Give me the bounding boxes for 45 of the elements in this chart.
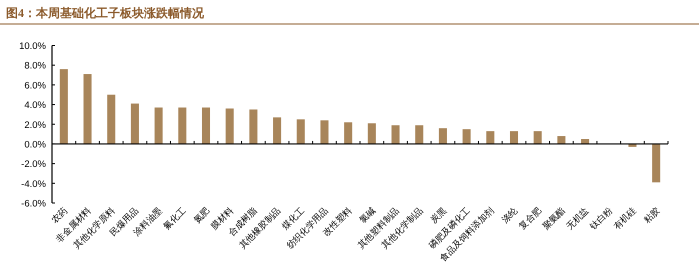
- bar: [486, 131, 494, 144]
- bar: [534, 131, 542, 144]
- x-tick-label: 氯碱: [357, 205, 378, 226]
- y-tick-label: -6.0%: [21, 198, 47, 210]
- bar: [202, 108, 210, 144]
- bar: [273, 117, 282, 144]
- y-tick-label: 4.0%: [24, 100, 47, 112]
- bar: [415, 125, 424, 144]
- y-tick-label: 8.0%: [24, 60, 47, 72]
- bar: [392, 125, 400, 144]
- bar: [510, 131, 518, 144]
- x-tick-label: 有机硅: [612, 205, 638, 232]
- y-tick-label: -2.0%: [21, 159, 47, 170]
- x-tick-label: 氟化工: [162, 205, 188, 232]
- y-tick-label: 6.0%: [24, 80, 47, 92]
- y-tick-label: 2.0%: [24, 120, 47, 131]
- bar: [249, 109, 258, 144]
- bar: [368, 123, 376, 144]
- x-tick-label: 炭黑: [428, 205, 448, 226]
- bar: [462, 129, 471, 144]
- bar: [438, 128, 447, 144]
- bar: [60, 69, 68, 144]
- bar: [296, 119, 305, 144]
- bar: [130, 104, 139, 144]
- x-tick-label: 无机盐: [564, 205, 590, 232]
- bar: [581, 139, 590, 144]
- bar: [84, 74, 92, 144]
- y-tick-label: 10.0%: [19, 41, 47, 52]
- bar: [344, 122, 352, 144]
- bar: [652, 144, 660, 182]
- bar: [178, 108, 186, 144]
- bar: [107, 94, 116, 144]
- x-tick-label: 复合肥: [516, 205, 544, 232]
- x-tick-label: 涤纶: [500, 205, 520, 226]
- x-tick-label: 聚氨酯: [540, 205, 567, 232]
- bar: [154, 108, 163, 144]
- x-tick-label: 粘胶: [642, 205, 662, 226]
- y-tick-label: -4.0%: [21, 178, 47, 190]
- x-tick-label: 氮肥: [192, 205, 212, 226]
- bar: [557, 136, 566, 144]
- bar: [226, 108, 234, 144]
- bar: [320, 120, 328, 144]
- y-tick-label: 0.0%: [24, 139, 47, 150]
- x-tick-label: 农药: [49, 205, 70, 226]
- chart-title: 图4：本周基础化工子板块涨跌幅情况: [6, 6, 205, 20]
